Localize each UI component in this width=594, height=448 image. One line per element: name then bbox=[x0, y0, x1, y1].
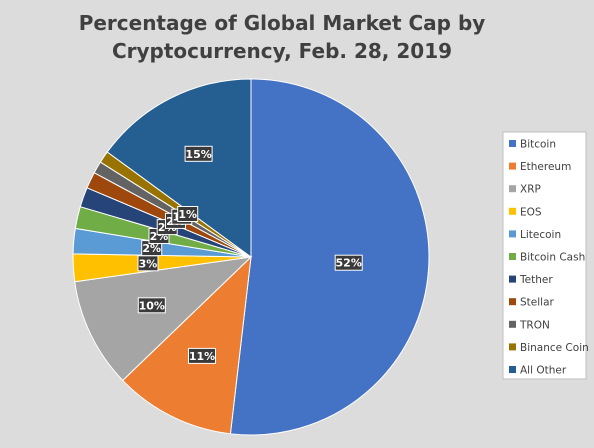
data-label-ethereum: 11% bbox=[188, 347, 216, 364]
legend-swatch bbox=[509, 253, 516, 260]
legend-item-stellar: Stellar bbox=[509, 297, 555, 309]
legend-label: TRON bbox=[519, 319, 550, 331]
legend-item-tether: Tether bbox=[509, 274, 553, 286]
data-label-text: 1% bbox=[178, 208, 197, 221]
data-label-litecoin: 2% bbox=[141, 240, 163, 257]
legend-item-all-other: All Other bbox=[509, 365, 567, 377]
chart-title-line-1: Percentage of Global Market Cap by bbox=[79, 11, 486, 35]
data-labels: 52%11%10%3%2%2%2%2%1%1%15% bbox=[137, 145, 363, 364]
legend-label: Litecoin bbox=[520, 229, 561, 241]
legend-item-bitcoin-cash: Bitcoin Cash bbox=[509, 252, 585, 264]
legend-item-ethereum: Ethereum bbox=[509, 161, 571, 173]
legend-swatch bbox=[509, 275, 516, 283]
chart-title-line-2: Cryptocurrency, Feb. 28, 2019 bbox=[112, 39, 452, 63]
data-label-eos: 3% bbox=[137, 255, 159, 272]
legend-swatch bbox=[509, 207, 516, 215]
data-label-text: 11% bbox=[189, 350, 215, 363]
pie-slices bbox=[72, 78, 430, 436]
pie-slice-xrp bbox=[74, 256, 253, 382]
data-label-text: 3% bbox=[139, 257, 158, 270]
legend-swatch bbox=[509, 366, 516, 373]
legend-label: Bitcoin Cash bbox=[520, 252, 585, 264]
legend-swatch bbox=[509, 230, 516, 238]
pie-slice-all-other bbox=[106, 78, 252, 258]
legend-label: EOS bbox=[520, 206, 542, 218]
legend-label: Ethereum bbox=[520, 161, 571, 173]
data-label-text: 10% bbox=[139, 299, 165, 312]
legend-swatch bbox=[509, 185, 516, 193]
legend-item-xrp: XRP bbox=[509, 184, 541, 196]
legend: Bitcoin Ethereum XRP EOS Litecoin Bitcoin Cas… bbox=[502, 131, 589, 380]
pie-slice-ethereum bbox=[121, 255, 252, 435]
legend-label: Binance Coin bbox=[520, 342, 589, 354]
data-label-all-other: 15% bbox=[184, 145, 213, 162]
data-label-text: 15% bbox=[185, 148, 211, 161]
legend-frame bbox=[502, 131, 587, 380]
legend-item-tron: TRON bbox=[509, 319, 550, 331]
legend-swatch bbox=[509, 140, 516, 147]
data-label-text: 52% bbox=[336, 257, 362, 270]
data-label-bitcoin: 52% bbox=[334, 254, 363, 271]
legend-item-eos: EOS bbox=[509, 206, 542, 218]
legend-item-litecoin: Litecoin bbox=[509, 229, 561, 241]
pie-slice-bitcoin bbox=[229, 78, 430, 436]
legend-item-bitcoin: Bitcoin bbox=[509, 139, 556, 151]
legend-item-binance-coin: Binance Coin bbox=[509, 342, 589, 354]
legend-label: All Other bbox=[520, 365, 567, 377]
legend-swatch bbox=[509, 343, 516, 351]
legend-swatch bbox=[509, 162, 516, 170]
data-label-xrp: 10% bbox=[137, 297, 166, 314]
legend-label: Bitcoin bbox=[520, 139, 556, 151]
data-label-binance-coin: 1% bbox=[177, 206, 199, 222]
legend-label: Stellar bbox=[520, 297, 555, 309]
legend-swatch bbox=[509, 320, 516, 328]
data-label-text: 2% bbox=[142, 242, 161, 255]
legend-label: XRP bbox=[520, 184, 541, 196]
legend-swatch bbox=[509, 298, 516, 306]
legend-label: Tether bbox=[519, 274, 553, 286]
